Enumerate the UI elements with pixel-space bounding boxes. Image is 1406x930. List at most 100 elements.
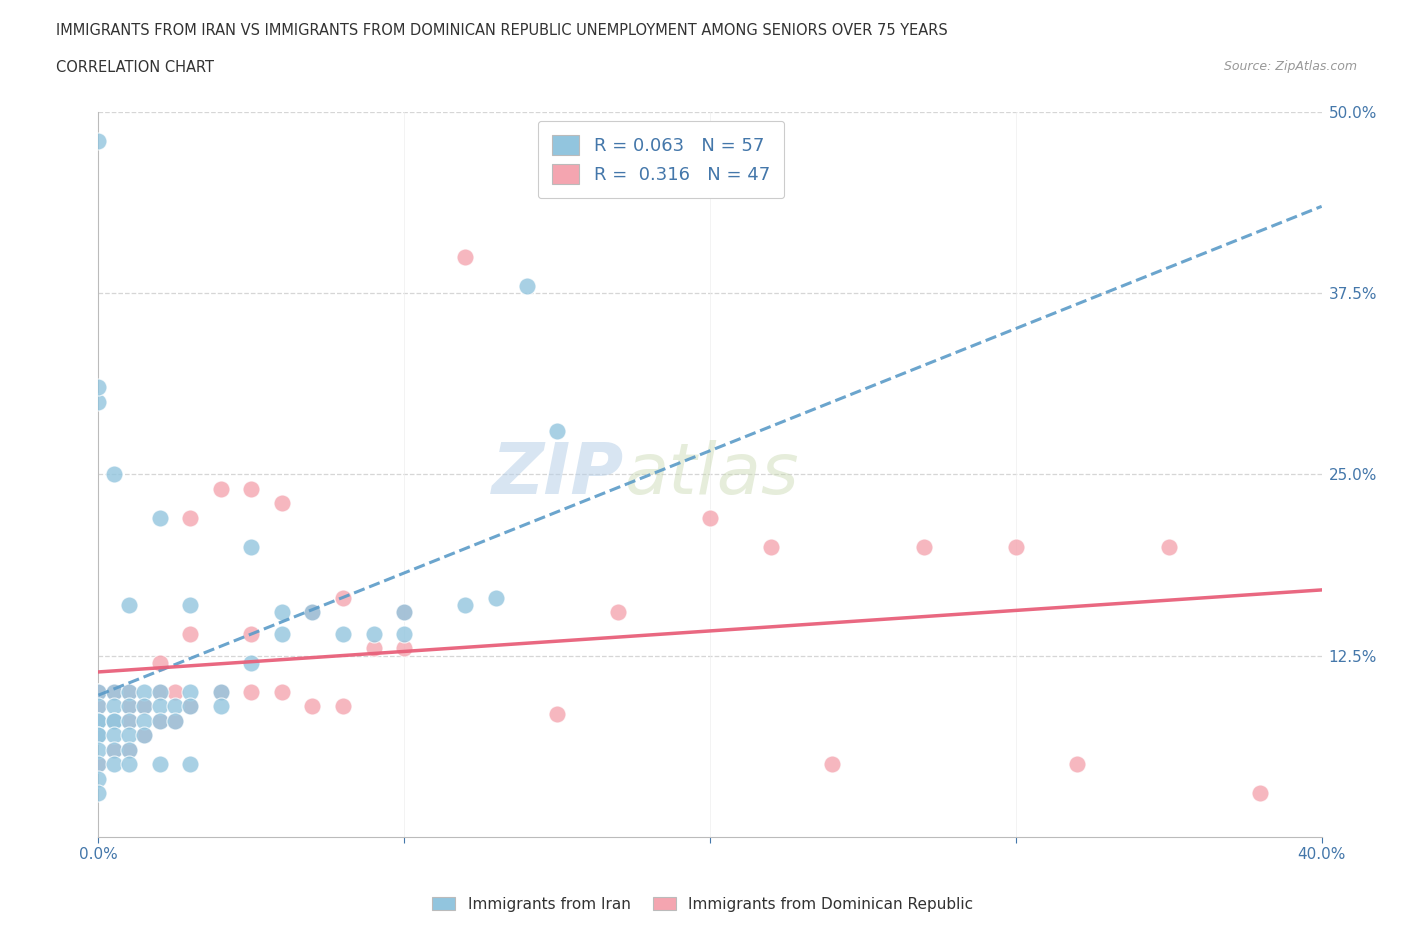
Point <box>149 713 172 728</box>
Text: ZIP: ZIP <box>492 440 624 509</box>
Point <box>87 379 110 394</box>
Point <box>103 713 125 728</box>
Point <box>301 604 323 619</box>
Text: CORRELATION CHART: CORRELATION CHART <box>56 60 214 75</box>
Point <box>134 728 156 743</box>
Point <box>149 757 172 772</box>
Point <box>821 757 844 772</box>
Point <box>516 278 538 293</box>
Point <box>87 757 110 772</box>
Point <box>118 684 141 699</box>
Point <box>118 597 141 612</box>
Point <box>87 742 110 757</box>
Point <box>103 742 125 757</box>
Point <box>87 713 110 728</box>
Point <box>87 757 110 772</box>
Point <box>179 699 201 714</box>
Text: IMMIGRANTS FROM IRAN VS IMMIGRANTS FROM DOMINICAN REPUBLIC UNEMPLOYMENT AMONG SE: IMMIGRANTS FROM IRAN VS IMMIGRANTS FROM … <box>56 23 948 38</box>
Point <box>103 684 125 699</box>
Point <box>103 742 125 757</box>
Legend: Immigrants from Iran, Immigrants from Dominican Republic: Immigrants from Iran, Immigrants from Do… <box>426 890 980 918</box>
Point <box>912 539 935 554</box>
Point <box>1066 757 1088 772</box>
Point <box>546 423 568 438</box>
Point <box>87 684 110 699</box>
Point <box>118 713 141 728</box>
Point <box>118 742 141 757</box>
Point <box>149 713 172 728</box>
Point <box>87 772 110 787</box>
Point <box>240 656 263 671</box>
Point <box>240 684 263 699</box>
Point <box>759 539 782 554</box>
Point <box>134 713 156 728</box>
Point <box>179 627 201 642</box>
Point <box>103 713 125 728</box>
Point <box>118 699 141 714</box>
Point <box>209 684 232 699</box>
Point <box>87 728 110 743</box>
Point <box>363 627 385 642</box>
Point <box>134 728 156 743</box>
Point <box>87 713 110 728</box>
Point <box>134 699 156 714</box>
Point <box>546 706 568 721</box>
Point <box>209 699 232 714</box>
Point <box>209 482 232 497</box>
Point <box>87 713 110 728</box>
Point <box>87 699 110 714</box>
Point <box>179 699 201 714</box>
Point <box>118 742 141 757</box>
Text: Source: ZipAtlas.com: Source: ZipAtlas.com <box>1223 60 1357 73</box>
Point <box>163 699 186 714</box>
Point <box>607 604 630 619</box>
Point <box>134 699 156 714</box>
Point <box>87 133 110 148</box>
Point <box>87 786 110 801</box>
Point <box>179 597 201 612</box>
Point <box>163 713 186 728</box>
Point <box>485 591 508 605</box>
Point <box>103 699 125 714</box>
Point <box>149 656 172 671</box>
Point <box>1004 539 1026 554</box>
Point <box>87 699 110 714</box>
Point <box>209 684 232 699</box>
Point <box>118 699 141 714</box>
Point <box>134 684 156 699</box>
Point <box>118 728 141 743</box>
Point <box>149 684 172 699</box>
Point <box>163 713 186 728</box>
Point <box>103 728 125 743</box>
Point <box>103 713 125 728</box>
Point <box>118 757 141 772</box>
Point <box>87 728 110 743</box>
Point <box>240 482 263 497</box>
Point <box>270 496 292 511</box>
Point <box>454 597 477 612</box>
Point <box>118 713 141 728</box>
Point <box>332 591 354 605</box>
Point <box>240 627 263 642</box>
Point <box>363 641 385 656</box>
Point <box>163 684 186 699</box>
Point <box>240 539 263 554</box>
Point <box>454 249 477 264</box>
Point <box>301 699 323 714</box>
Point <box>179 684 201 699</box>
Point <box>270 627 292 642</box>
Point <box>1249 786 1271 801</box>
Point <box>332 699 354 714</box>
Point <box>270 684 292 699</box>
Text: atlas: atlas <box>624 440 799 509</box>
Point <box>87 394 110 409</box>
Point <box>301 604 323 619</box>
Point <box>179 511 201 525</box>
Legend: R = 0.063   N = 57, R =  0.316   N = 47: R = 0.063 N = 57, R = 0.316 N = 47 <box>537 121 785 198</box>
Point <box>179 757 201 772</box>
Point <box>118 684 141 699</box>
Point <box>149 699 172 714</box>
Point <box>1157 539 1180 554</box>
Point <box>699 511 721 525</box>
Point <box>392 604 416 619</box>
